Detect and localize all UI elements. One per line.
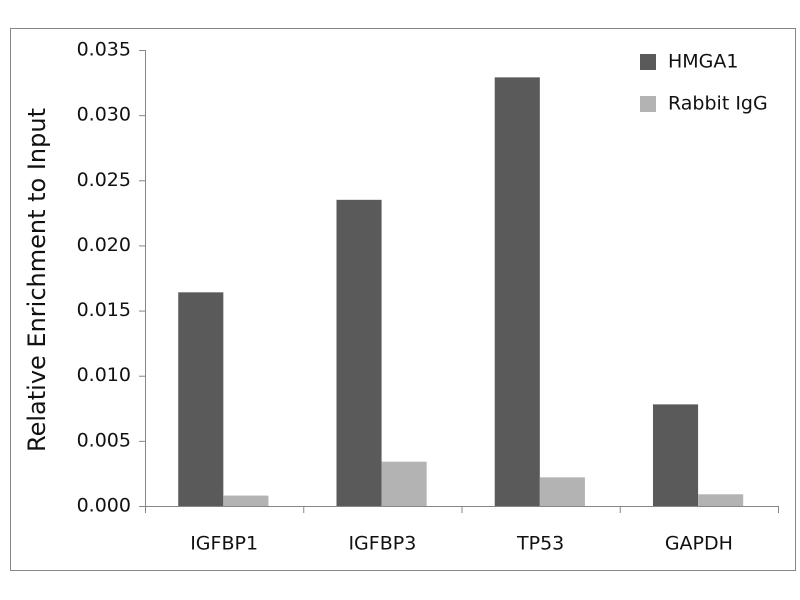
bar — [698, 494, 744, 506]
chart-frame — [10, 28, 796, 571]
bar — [494, 77, 540, 507]
bar — [652, 404, 699, 506]
bar — [223, 495, 269, 506]
x-tick-label: IGFBP1 — [190, 533, 258, 555]
y-tick-label: 0.035 — [77, 39, 131, 61]
legend-swatch — [640, 96, 656, 112]
y-tick-label: 0.010 — [77, 364, 131, 386]
y-tick-label: 0.015 — [77, 299, 131, 321]
x-tick-label: IGFBP3 — [348, 533, 416, 555]
bar — [336, 199, 382, 507]
y-tick-label: 0.000 — [77, 495, 131, 517]
legend-swatch — [640, 54, 656, 70]
legend-label: Rabbit IgG — [668, 93, 768, 115]
y-tick-label: 0.025 — [77, 169, 131, 191]
x-tick-label: GAPDH — [665, 533, 733, 555]
y-tick-label: 0.005 — [77, 429, 131, 451]
y-tick-label: 0.020 — [77, 234, 131, 256]
legend-label: HMGA1 — [668, 51, 739, 73]
bar — [178, 292, 224, 506]
y-tick-label: 0.030 — [77, 104, 131, 126]
bar — [539, 477, 585, 506]
x-tick-label: TP53 — [516, 533, 564, 555]
bar — [381, 461, 427, 506]
y-axis-title: Relative Enrichment to Input — [23, 108, 51, 452]
